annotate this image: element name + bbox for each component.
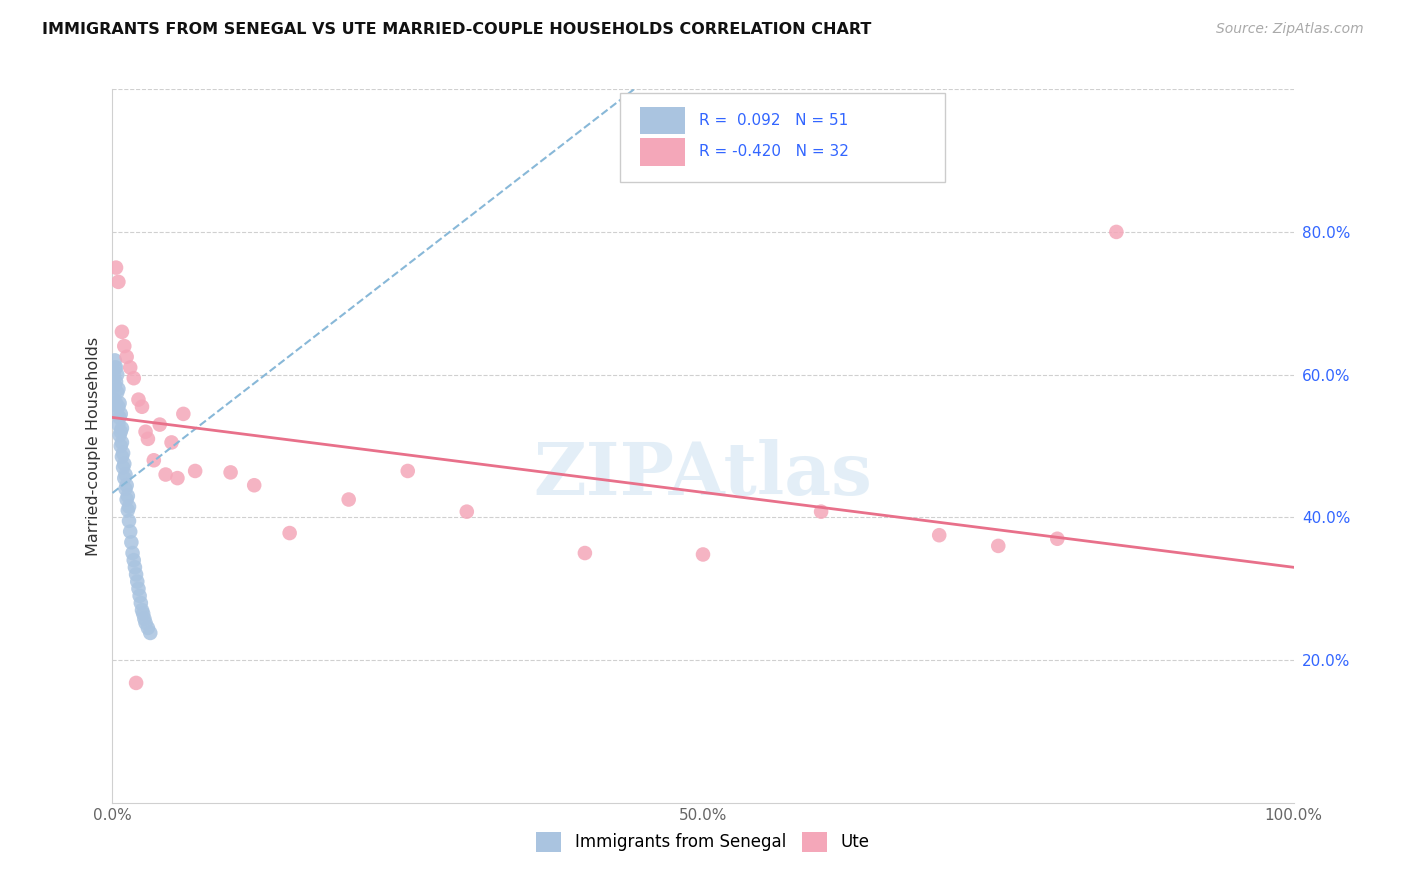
Point — [128, 589, 150, 603]
Point — [120, 360, 142, 375]
Point — [110, 425, 132, 439]
Point — [692, 548, 714, 562]
Point — [131, 400, 153, 414]
Point — [135, 615, 157, 630]
Point — [243, 478, 266, 492]
Point — [111, 421, 134, 435]
Point — [115, 350, 138, 364]
Point — [108, 396, 131, 410]
Point — [105, 375, 128, 389]
Point — [107, 417, 129, 432]
Point — [135, 425, 157, 439]
Text: Source: ZipAtlas.com: Source: ZipAtlas.com — [1216, 22, 1364, 37]
Point — [103, 392, 125, 407]
Text: ZIPAtlas: ZIPAtlas — [533, 439, 873, 510]
Point — [149, 417, 172, 432]
Point — [337, 492, 360, 507]
Point — [105, 260, 128, 275]
Point — [166, 471, 188, 485]
Point — [136, 621, 159, 635]
Point — [1046, 532, 1069, 546]
Point — [114, 482, 136, 496]
Legend: Immigrants from Senegal, Ute: Immigrants from Senegal, Ute — [530, 825, 876, 859]
Point — [120, 524, 142, 539]
Point — [108, 410, 131, 425]
Point — [104, 353, 127, 368]
Text: R = -0.420   N = 32: R = -0.420 N = 32 — [699, 144, 849, 159]
Point — [112, 446, 135, 460]
Point — [105, 368, 128, 382]
Point — [124, 560, 146, 574]
Point — [104, 360, 127, 375]
Point — [117, 503, 139, 517]
Point — [125, 567, 148, 582]
Point — [118, 500, 141, 514]
Point — [115, 492, 138, 507]
Point — [160, 435, 183, 450]
Point — [219, 466, 242, 480]
Point — [172, 407, 194, 421]
Point — [107, 382, 129, 396]
Point — [396, 464, 419, 478]
Point — [142, 453, 165, 467]
Point — [115, 478, 138, 492]
Point — [129, 596, 152, 610]
Point — [121, 546, 143, 560]
Point — [1105, 225, 1128, 239]
Point — [105, 360, 128, 375]
Point — [127, 582, 149, 596]
Point — [125, 676, 148, 690]
Point — [131, 603, 153, 617]
FancyBboxPatch shape — [620, 93, 945, 182]
Point — [105, 396, 128, 410]
Point — [456, 505, 478, 519]
Y-axis label: Married-couple Households: Married-couple Households — [86, 336, 101, 556]
Point — [105, 385, 128, 400]
Point — [112, 457, 135, 471]
Point — [114, 467, 136, 482]
Point — [118, 514, 141, 528]
Point — [112, 460, 135, 475]
Point — [155, 467, 177, 482]
Point — [134, 612, 156, 626]
Point — [112, 471, 135, 485]
Point — [132, 607, 155, 621]
Point — [111, 325, 134, 339]
Point — [122, 371, 145, 385]
Point — [574, 546, 596, 560]
Point — [112, 339, 135, 353]
Point — [928, 528, 950, 542]
Point — [810, 505, 832, 519]
Point — [110, 407, 132, 421]
Point — [104, 378, 127, 392]
Point — [278, 526, 301, 541]
Point — [110, 439, 132, 453]
Point — [122, 553, 145, 567]
Point — [120, 535, 142, 549]
Point — [103, 368, 125, 382]
Point — [117, 489, 139, 503]
Text: R =  0.092   N = 51: R = 0.092 N = 51 — [699, 113, 849, 128]
FancyBboxPatch shape — [640, 107, 685, 134]
Point — [139, 626, 162, 640]
Point — [127, 574, 149, 589]
Point — [111, 450, 134, 464]
Point — [136, 432, 159, 446]
Point — [107, 275, 129, 289]
Point — [105, 407, 128, 421]
Point — [987, 539, 1010, 553]
Point — [107, 400, 129, 414]
Text: IMMIGRANTS FROM SENEGAL VS UTE MARRIED-COUPLE HOUSEHOLDS CORRELATION CHART: IMMIGRANTS FROM SENEGAL VS UTE MARRIED-C… — [42, 22, 872, 37]
FancyBboxPatch shape — [640, 138, 685, 166]
Point — [108, 428, 131, 442]
Point — [127, 392, 149, 407]
Point — [111, 435, 134, 450]
Point — [184, 464, 207, 478]
